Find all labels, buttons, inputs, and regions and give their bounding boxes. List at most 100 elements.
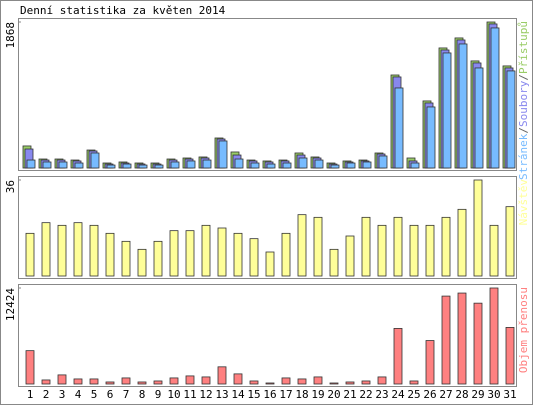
bar (233, 373, 243, 385)
x-tick-label: 4 (75, 388, 82, 401)
x-tick-label: 13 (215, 388, 228, 401)
bar (490, 27, 500, 169)
bar (361, 380, 371, 385)
bar (201, 376, 211, 385)
x-tick-label: 22 (359, 388, 372, 401)
bar (330, 164, 340, 169)
bar (473, 179, 483, 277)
bar (458, 43, 468, 169)
bar (505, 206, 515, 277)
bar (73, 222, 83, 277)
bar (410, 162, 420, 169)
bar (58, 161, 68, 169)
bar (138, 164, 148, 169)
bar (122, 163, 132, 169)
bar (26, 159, 36, 169)
bar (265, 382, 275, 385)
bar (489, 224, 499, 277)
y-tick-label: 1868 (4, 22, 17, 49)
x-tick-label: 29 (471, 388, 484, 401)
panel-frame (18, 176, 517, 279)
bar (121, 240, 131, 277)
bar (425, 340, 435, 385)
bar (249, 380, 259, 385)
bar (457, 292, 467, 385)
chart-title: Denní statistika za květen 2014 (20, 4, 226, 17)
bar (137, 248, 147, 277)
bar (185, 375, 195, 385)
bar (250, 162, 260, 169)
legend-entry: Návštěv (517, 179, 530, 226)
bar (25, 232, 35, 277)
x-tick-label: 12 (199, 388, 212, 401)
bar (345, 381, 355, 385)
x-tick-label: 6 (107, 388, 114, 401)
bar (186, 160, 196, 169)
bar (377, 224, 387, 277)
x-tick-label: 30 (487, 388, 500, 401)
bar (25, 350, 35, 385)
bar (233, 232, 243, 277)
bar (506, 70, 516, 169)
bar (153, 240, 163, 277)
x-tick-label: 11 (183, 388, 196, 401)
bar (489, 287, 499, 385)
bar (218, 140, 228, 169)
bar (393, 216, 403, 277)
x-tick-label: 26 (423, 388, 436, 401)
bar (281, 377, 291, 385)
bar (154, 164, 164, 169)
bar (202, 159, 212, 169)
bar (457, 208, 467, 277)
x-tick-label: 9 (155, 388, 162, 401)
bar (329, 248, 339, 277)
bar (121, 377, 131, 385)
panel-frame (18, 284, 517, 387)
bar (153, 380, 163, 385)
legend-entry: Stránek (517, 133, 530, 180)
bar (297, 214, 307, 277)
bar (73, 378, 83, 385)
x-tick-label: 8 (139, 388, 146, 401)
x-tick-label: 20 (327, 388, 340, 401)
bar (409, 380, 419, 385)
x-tick-label: 2 (43, 388, 50, 401)
bar (346, 162, 356, 169)
x-tick-label: 24 (391, 388, 405, 401)
x-tick-label: 10 (167, 388, 180, 401)
bar (313, 376, 323, 385)
x-tick-label: 14 (231, 388, 245, 401)
x-tick-label: 1 (27, 388, 34, 401)
bar (106, 164, 116, 169)
bar (74, 162, 84, 169)
bar (313, 216, 323, 277)
bar (41, 379, 51, 385)
x-tick-label: 5 (91, 388, 98, 401)
x-tick-label: 21 (343, 388, 356, 401)
bar (201, 224, 211, 277)
x-tick-label: 25 (407, 388, 420, 401)
bar (185, 230, 195, 277)
x-tick-label: 27 (439, 388, 452, 401)
bar (361, 216, 371, 277)
bar (57, 224, 67, 277)
bar (234, 158, 244, 169)
bar (89, 224, 99, 277)
bar (425, 224, 435, 277)
bar (409, 224, 419, 277)
bar (217, 366, 227, 385)
bar (505, 327, 515, 385)
bar (362, 161, 372, 169)
legend: Objem přenosu (517, 287, 530, 373)
bar (169, 377, 179, 385)
x-tick-label: 17 (279, 388, 292, 401)
bar (266, 163, 276, 169)
bar (105, 232, 115, 277)
x-tick-label: 19 (311, 388, 324, 401)
x-tick-label: 23 (375, 388, 388, 401)
x-tick-label: 15 (247, 388, 260, 401)
bar (314, 159, 324, 169)
x-tick-label: 18 (295, 388, 308, 401)
x-tick-label: 7 (123, 388, 130, 401)
